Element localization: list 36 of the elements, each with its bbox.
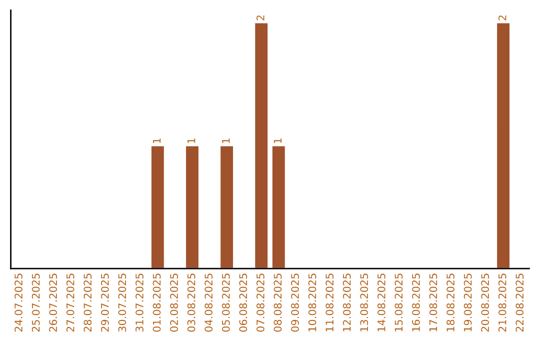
data-label: 1 [152, 138, 161, 144]
x-tick-label: 08.08.2025 [274, 274, 282, 332]
data-label: 1 [222, 138, 230, 144]
x-tick-label: 16.08.2025 [412, 274, 420, 332]
x-tick-label: 15.08.2025 [394, 274, 403, 332]
x-tick-label: 29.07.2025 [100, 274, 109, 332]
x-tick-label: 17.08.2025 [429, 274, 438, 332]
x-tick-label: 24.07.2025 [14, 274, 22, 332]
x-tick-label: 09.08.2025 [291, 274, 299, 332]
x-tick-label: 01.08.2025 [152, 274, 161, 332]
x-tick-label: 30.07.2025 [118, 274, 126, 332]
x-tick-label: 11.08.2025 [326, 274, 334, 332]
x-tick-label: 20.08.2025 [481, 274, 490, 332]
data-label: 2 [498, 16, 506, 20]
data-label: 1 [274, 138, 282, 144]
x-tick-label: 22.08.2025 [516, 274, 524, 332]
x-tick-label: 13.08.2025 [360, 274, 368, 332]
x-tick-label: 03.08.2025 [187, 274, 196, 332]
data-label: 2 [256, 16, 264, 20]
x-tick-label: 31.07.2025 [136, 274, 144, 332]
x-tick-label: 14.08.2025 [377, 274, 386, 332]
x-tick-label: 18.08.2025 [446, 274, 454, 332]
x-tick-label: 05.08.2025 [222, 274, 230, 332]
data-label: 1 [188, 138, 196, 144]
x-tick-label: 26.07.2025 [49, 274, 58, 332]
x-tick-label: 07.08.2025 [256, 274, 264, 332]
x-tick-label: 21.08.2025 [498, 274, 506, 332]
x-tick-label: 28.07.2025 [84, 274, 92, 332]
x-tick-label: 25.07.2025 [32, 274, 40, 332]
x-tick-label: 04.08.2025 [204, 274, 213, 332]
x-tick-label: 10.08.2025 [308, 274, 316, 332]
x-tick-label: 06.08.2025 [239, 274, 248, 332]
x-tick-label: 02.08.2025 [170, 274, 178, 332]
x-tick-label: 19.08.2025 [464, 274, 472, 332]
x-tick-label: 27.07.2025 [66, 274, 74, 332]
x-tick-label: 12.08.2025 [342, 274, 351, 332]
